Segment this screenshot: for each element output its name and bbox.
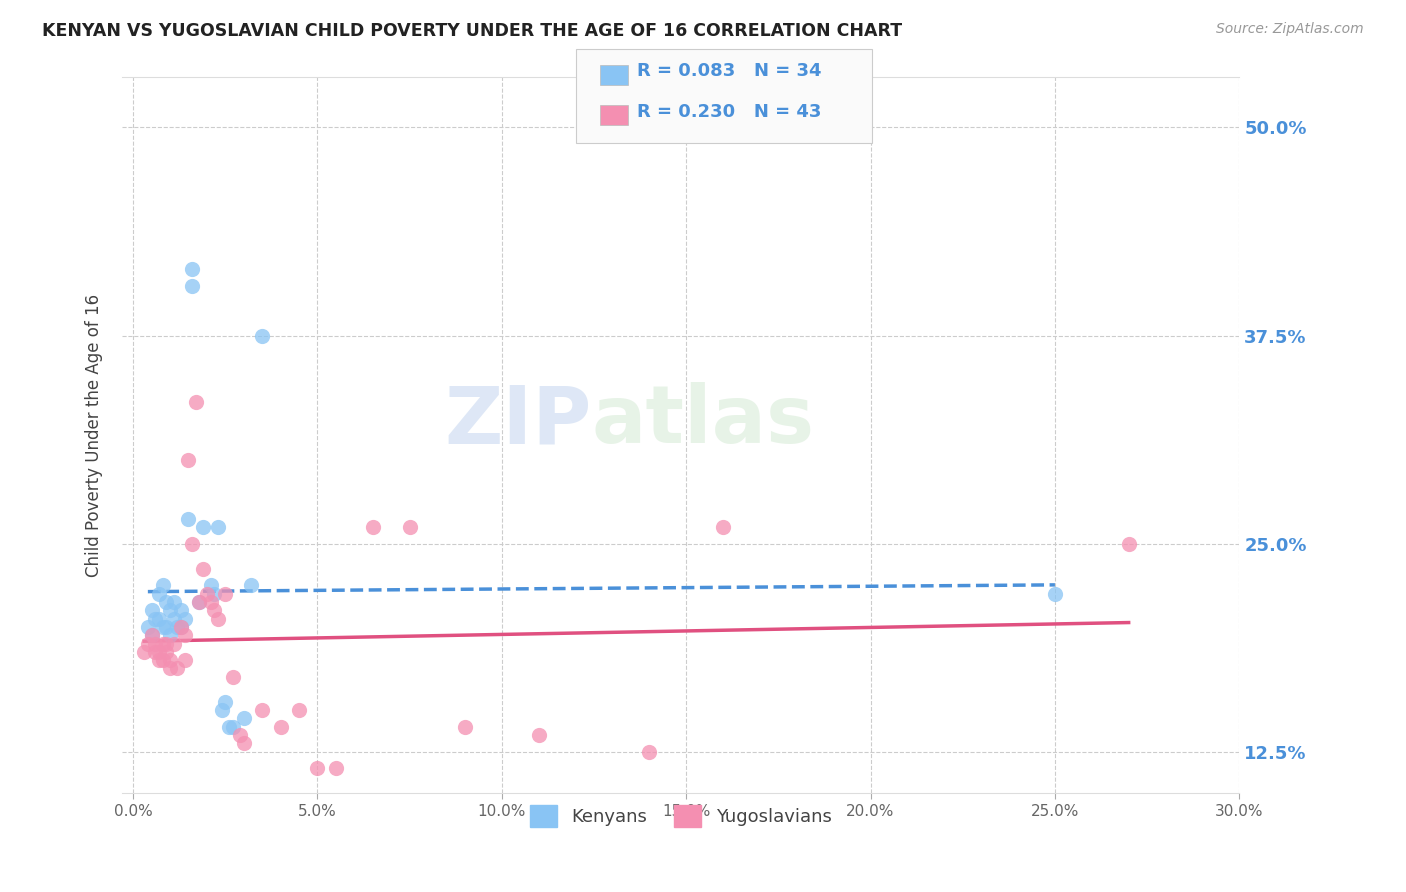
Point <box>527 728 550 742</box>
Point <box>148 611 170 625</box>
Point <box>1118 536 1140 550</box>
Point <box>200 595 222 609</box>
Point <box>170 620 193 634</box>
Point <box>159 628 181 642</box>
Point <box>166 661 188 675</box>
Point <box>207 611 229 625</box>
Point <box>361 520 384 534</box>
Point <box>214 695 236 709</box>
Point <box>143 611 166 625</box>
Point <box>136 636 159 650</box>
Text: atlas: atlas <box>592 382 814 460</box>
Point <box>163 636 186 650</box>
Point <box>711 520 734 534</box>
Point <box>155 620 177 634</box>
Point <box>250 328 273 343</box>
Point <box>307 761 329 775</box>
Point <box>177 511 200 525</box>
Point <box>181 261 204 276</box>
Point <box>221 670 243 684</box>
Point <box>202 586 225 600</box>
Point <box>155 645 177 659</box>
Point <box>240 578 263 592</box>
Point <box>159 603 181 617</box>
Point <box>163 595 186 609</box>
Point <box>454 720 477 734</box>
Point <box>159 653 181 667</box>
Point <box>218 720 240 734</box>
Point <box>638 745 661 759</box>
Y-axis label: Child Poverty Under the Age of 16: Child Poverty Under the Age of 16 <box>86 293 103 577</box>
Point <box>181 278 204 293</box>
Point <box>232 736 254 750</box>
Point <box>152 578 174 592</box>
Point <box>134 645 156 659</box>
Point <box>188 595 211 609</box>
Text: R = 0.083   N = 34: R = 0.083 N = 34 <box>637 62 821 80</box>
Point <box>288 703 311 717</box>
Point <box>181 536 204 550</box>
Point <box>170 603 193 617</box>
Point <box>166 620 188 634</box>
Point <box>202 603 225 617</box>
Point <box>177 453 200 467</box>
Point <box>173 628 195 642</box>
Point <box>200 578 222 592</box>
Point <box>136 620 159 634</box>
Point <box>250 703 273 717</box>
Point <box>152 653 174 667</box>
Point <box>148 586 170 600</box>
Point <box>141 628 163 642</box>
Point <box>1043 586 1066 600</box>
Legend: Kenyans, Yugoslavians: Kenyans, Yugoslavians <box>523 798 839 834</box>
Point <box>270 720 292 734</box>
Point <box>325 761 347 775</box>
Point <box>229 728 252 742</box>
Point <box>141 628 163 642</box>
Point <box>195 586 218 600</box>
Point <box>155 595 177 609</box>
Point <box>207 520 229 534</box>
Point <box>173 653 195 667</box>
Point <box>221 720 243 734</box>
Point <box>193 520 215 534</box>
Text: R = 0.230   N = 43: R = 0.230 N = 43 <box>637 103 821 120</box>
Point <box>398 520 420 534</box>
Point <box>148 653 170 667</box>
Point <box>232 711 254 725</box>
Point <box>173 611 195 625</box>
Point <box>152 636 174 650</box>
Point <box>143 636 166 650</box>
Point <box>188 595 211 609</box>
Point <box>214 586 236 600</box>
Point <box>141 603 163 617</box>
Text: ZIP: ZIP <box>444 382 592 460</box>
Point <box>163 611 186 625</box>
Point <box>211 703 233 717</box>
Point <box>170 620 193 634</box>
Point <box>159 661 181 675</box>
Point <box>148 645 170 659</box>
Text: KENYAN VS YUGOSLAVIAN CHILD POVERTY UNDER THE AGE OF 16 CORRELATION CHART: KENYAN VS YUGOSLAVIAN CHILD POVERTY UNDE… <box>42 22 903 40</box>
Text: Source: ZipAtlas.com: Source: ZipAtlas.com <box>1216 22 1364 37</box>
Point <box>184 395 207 409</box>
Point <box>152 620 174 634</box>
Point <box>155 636 177 650</box>
Point <box>143 645 166 659</box>
Point <box>193 561 215 575</box>
